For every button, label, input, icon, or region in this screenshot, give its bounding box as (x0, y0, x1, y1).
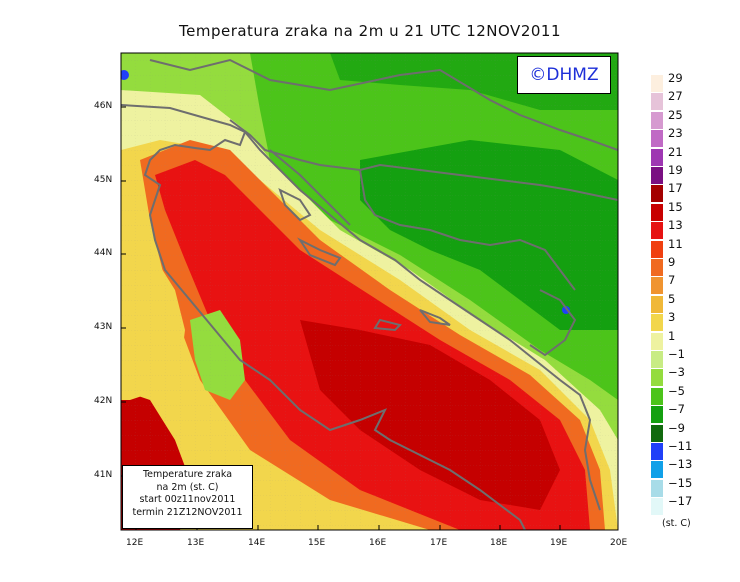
colorbar-swatch (651, 443, 663, 460)
colorbar-swatch (651, 130, 663, 148)
colorbar-label: 13 (668, 218, 683, 233)
colorbar-label: 27 (668, 89, 683, 104)
lon-label-14e: 14E (248, 538, 266, 548)
colorbar-label: 11 (668, 236, 683, 251)
colorbar-label: 23 (668, 126, 683, 141)
colorbar-swatch (651, 222, 663, 240)
lat-label-41n: 41N (94, 470, 113, 480)
lon-label-13e: 13E (187, 538, 205, 548)
lon-label-20e: 20E (610, 538, 628, 548)
colorbar-label: −1 (668, 347, 685, 361)
colorbar-swatch (651, 75, 663, 92)
lon-label-18e: 18E (490, 538, 508, 548)
colorbar-label: 17 (668, 181, 683, 196)
colorbar-label: −9 (668, 420, 685, 435)
lon-label-12e: 12E (126, 538, 144, 548)
colorbar-label: 1 (668, 328, 676, 343)
info-line-2: na 2m (st. C) (156, 481, 219, 493)
run-info-box: Temperature zraka na 2m (st. C) start 00… (122, 465, 253, 529)
colorbar-label: 3 (668, 310, 676, 325)
colorbar-swatch (651, 111, 663, 129)
lon-label-15e: 15E (308, 538, 326, 548)
colorbar-swatch (651, 498, 663, 516)
colorbar-label: −13 (668, 457, 693, 472)
map-title: Temperatura zraka na 2m u 21 UTC 12NOV20… (178, 22, 561, 40)
colorbar-label: −11 (668, 439, 693, 453)
colorbar-swatch (651, 185, 663, 203)
colorbar-swatch (651, 277, 663, 295)
colorbar-swatch (651, 461, 663, 479)
lat-label-42n: 42N (94, 396, 113, 406)
lat-lon-grid (121, 53, 618, 530)
info-line-1: Temperature zraka (142, 469, 233, 480)
lon-label-17e: 17E (430, 538, 448, 548)
lat-label-45n: 45N (94, 175, 113, 185)
colorbar-label: −7 (668, 402, 685, 417)
colorbar-label: −15 (668, 475, 693, 490)
colorbar-swatch (651, 332, 663, 350)
lat-label-46n: 46N (94, 101, 113, 111)
colorbar-label: 7 (668, 273, 676, 288)
colorbar-label: −3 (668, 365, 685, 380)
colorbar-label: −17 (668, 494, 693, 509)
colorbar-swatch (651, 351, 663, 368)
colorbar-swatch (651, 406, 663, 424)
lat-ticks (121, 106, 126, 477)
colorbar-label: −5 (668, 383, 685, 398)
map-field (121, 53, 618, 530)
colorbar-swatch (651, 387, 663, 405)
colorbar-swatch (651, 93, 663, 111)
colorbar-swatch (651, 203, 663, 221)
colorbar-swatch (651, 369, 663, 387)
colorbar-label: 5 (668, 291, 676, 306)
coastlines (121, 58, 618, 530)
colorbar-label: 21 (668, 144, 683, 159)
info-line-3: start 00z11nov2011 (139, 494, 236, 505)
dhmz-copyright: ©DHMZ (517, 56, 611, 94)
colorbar-unit: (st. C) (662, 518, 691, 529)
lon-label-16e: 16E (369, 538, 387, 548)
colorbar-swatch (651, 167, 663, 184)
colorbar-swatch (651, 314, 663, 332)
lon-label-19e: 19E (550, 538, 568, 548)
colorbar-swatch (651, 148, 663, 166)
map-frame (120, 52, 619, 531)
colorbar-label: 19 (668, 163, 683, 177)
info-line-4: termin 21Z12NOV2011 (132, 506, 243, 518)
colorbar-label: 29 (668, 71, 683, 85)
lat-label-44n: 44N (94, 248, 113, 258)
colorbar-label: 15 (668, 199, 683, 214)
colorbar-label: 9 (668, 255, 676, 269)
colorbar-swatch (651, 424, 663, 442)
colorbar-label: 25 (668, 107, 683, 122)
colorbar-swatch (651, 259, 663, 276)
colorbar-swatch (651, 240, 663, 258)
colorbar-swatch (651, 479, 663, 497)
colorbar-swatch (651, 295, 663, 313)
lat-label-43n: 43N (94, 322, 113, 332)
